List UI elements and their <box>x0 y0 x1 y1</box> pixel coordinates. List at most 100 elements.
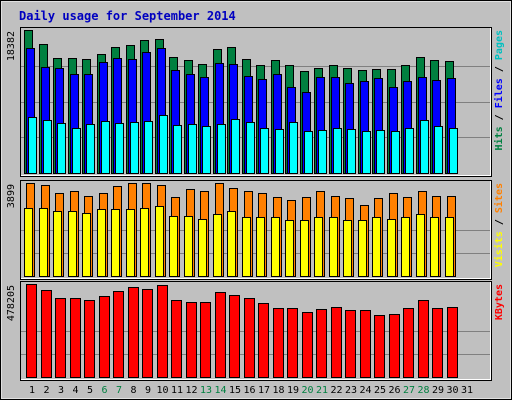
panel-1-legend: Hits / Files / Pages <box>493 30 505 150</box>
bar-pages-day-1 <box>28 117 37 174</box>
day-label-14: 14 <box>214 385 226 396</box>
bar-kbytes-day-22 <box>331 307 342 378</box>
bar-pages-day-13 <box>202 126 211 174</box>
bar-kbytes-day-4 <box>70 298 81 378</box>
day-label-21: 21 <box>316 385 328 396</box>
bar-pages-day-27 <box>405 128 414 174</box>
bar-pages-day-4 <box>72 128 81 174</box>
bar-visits-day-7 <box>111 209 120 277</box>
bar-kbytes-day-10 <box>157 285 168 378</box>
bar-visits-day-20 <box>300 220 309 277</box>
day-label-12: 12 <box>185 385 197 396</box>
bar-pages-day-9 <box>144 121 153 174</box>
bar-kbytes-day-26 <box>389 314 400 378</box>
bar-pages-day-5 <box>86 124 95 174</box>
bar-visits-day-3 <box>53 211 62 277</box>
chart-title: Daily usage for September 2014 <box>19 9 236 23</box>
bar-visits-day-11 <box>169 216 178 277</box>
bar-kbytes-day-17 <box>258 303 269 378</box>
bar-visits-day-25 <box>372 217 381 277</box>
bar-pages-day-29 <box>434 126 443 174</box>
panel-1-scale-label: 18382 <box>6 31 17 61</box>
bar-visits-day-4 <box>68 211 77 277</box>
bar-pages-day-15 <box>231 119 240 174</box>
bar-pages-day-16 <box>246 122 255 174</box>
bar-pages-day-6 <box>101 121 110 174</box>
bar-pages-day-12 <box>188 124 197 174</box>
bar-visits-day-29 <box>430 217 439 277</box>
legend-part: Sites <box>493 183 505 213</box>
bar-pages-day-21 <box>318 130 327 174</box>
bar-pages-day-22 <box>333 128 342 174</box>
legend-part: Files <box>493 78 505 108</box>
bar-visits-day-22 <box>329 217 338 277</box>
day-label-11: 11 <box>171 385 183 396</box>
panel-3: 478205 KBytes <box>6 281 505 381</box>
bar-visits-day-18 <box>271 217 280 277</box>
day-label-7: 7 <box>116 385 122 396</box>
bar-pages-day-7 <box>115 123 124 174</box>
bar-kbytes-day-6 <box>99 296 110 378</box>
bar-visits-day-8 <box>126 209 135 277</box>
day-label-15: 15 <box>229 385 241 396</box>
bar-pages-day-3 <box>57 123 66 174</box>
bar-visits-day-9 <box>140 208 149 277</box>
bar-kbytes-day-30 <box>447 307 458 378</box>
panel-2: 3899 Visits / Sites <box>6 180 505 280</box>
chart-panels: 18382 Hits / Files / Pages 3899 Visits / Si… <box>6 27 505 381</box>
day-label-10: 10 <box>156 385 168 396</box>
bar-pages-day-14 <box>217 124 226 174</box>
bar-visits-day-21 <box>314 217 323 277</box>
bar-kbytes-day-23 <box>345 310 356 378</box>
bar-visits-day-16 <box>242 217 251 277</box>
panel-3-scale-label: 478205 <box>6 285 17 321</box>
bar-visits-day-2 <box>39 208 48 277</box>
bar-visits-day-17 <box>256 217 265 277</box>
panel-1: 18382 Hits / Files / Pages <box>6 27 505 177</box>
day-label-16: 16 <box>243 385 255 396</box>
day-label-23: 23 <box>345 385 357 396</box>
bar-pages-day-24 <box>362 131 371 174</box>
panel-2-scale-label: 3899 <box>6 184 17 208</box>
day-label-24: 24 <box>359 385 371 396</box>
bar-kbytes-day-7 <box>113 291 124 378</box>
day-label-2: 2 <box>43 385 49 396</box>
bar-pages-day-26 <box>391 131 400 174</box>
x-axis-day-labels: 1 2 3 4 5 6 7 8 9 10 11 12 13 14 15 16 17 18 19 20 21 22 23 24 2… <box>29 385 473 396</box>
legend-part: / <box>494 108 505 126</box>
bar-visits-day-10 <box>155 206 164 277</box>
day-label-5: 5 <box>87 385 93 396</box>
bar-kbytes-day-19 <box>287 308 298 378</box>
bar-visits-day-26 <box>387 219 396 277</box>
bar-visits-day-5 <box>82 213 91 277</box>
bar-pages-day-18 <box>275 129 284 174</box>
legend-part: Pages <box>494 30 505 60</box>
bar-pages-day-11 <box>173 125 182 174</box>
bar-kbytes-day-25 <box>374 315 385 378</box>
bar-kbytes-day-3 <box>55 298 66 378</box>
bar-visits-day-12 <box>184 216 193 277</box>
day-label-6: 6 <box>101 385 107 396</box>
bar-pages-day-25 <box>376 130 385 174</box>
bar-kbytes-day-11 <box>171 300 182 378</box>
bar-kbytes-day-20 <box>302 312 313 378</box>
day-label-1: 1 <box>29 385 35 396</box>
day-label-31: 31 <box>461 385 473 396</box>
day-label-30: 30 <box>446 385 458 396</box>
panel-2-legend: Visits / Sites <box>493 183 505 267</box>
day-label-18: 18 <box>272 385 284 396</box>
day-label-19: 19 <box>287 385 299 396</box>
bar-visits-day-30 <box>445 217 454 277</box>
bar-kbytes-day-2 <box>41 290 52 378</box>
bar-kbytes-day-16 <box>244 298 255 378</box>
bar-visits-day-28 <box>416 214 425 277</box>
day-label-17: 17 <box>258 385 270 396</box>
bar-pages-day-28 <box>420 120 429 174</box>
bar-kbytes-day-28 <box>418 300 429 378</box>
legend-part: / <box>494 60 505 78</box>
bar-visits-day-15 <box>227 211 236 277</box>
series-visits <box>24 206 454 277</box>
bar-kbytes-day-9 <box>142 289 153 378</box>
